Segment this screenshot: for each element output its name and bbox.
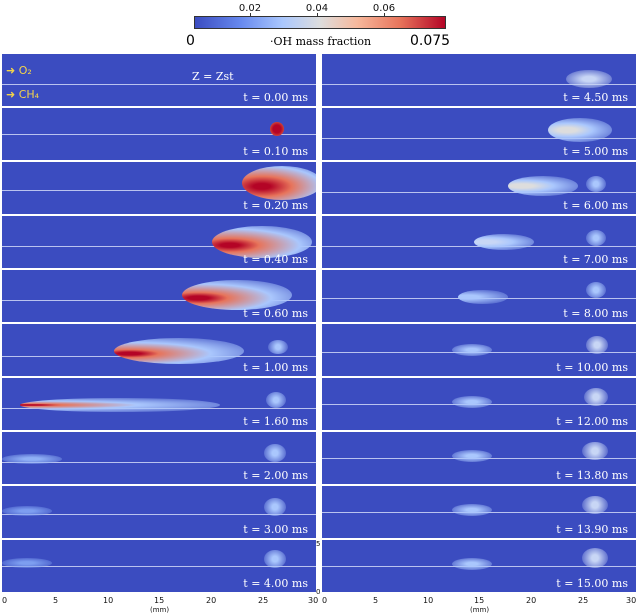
x-axis-unit: (mm) [150, 606, 170, 614]
y-tick-label: 0 [316, 588, 321, 596]
x-axis-unit: (mm) [470, 606, 490, 614]
x-tick-label: 20 [526, 596, 537, 605]
x-tick-label: 25 [258, 596, 269, 605]
x-tick-label: 15 [474, 596, 485, 605]
time-label: t = 13.80 ms [556, 469, 628, 482]
x-tick-label: 20 [206, 596, 217, 605]
simulation-panel: t = 13.80 ms [322, 432, 636, 484]
time-label: t = 0.10 ms [243, 145, 308, 158]
time-label: t = 0.00 ms [243, 91, 308, 104]
time-label: t = 2.00 ms [243, 469, 308, 482]
time-label: t = 0.40 ms [243, 253, 308, 266]
simulation-panel: t = 12.00 ms [322, 378, 636, 430]
simulation-panel: t = 4.00 ms [2, 540, 316, 592]
time-label: t = 6.00 ms [563, 199, 628, 212]
simulation-panel: t = 7.00 ms [322, 216, 636, 268]
time-label: t = 8.00 ms [563, 307, 628, 320]
colorbar-tick-label: 0.02 [238, 3, 262, 14]
simulation-panel: t = 0.60 ms [2, 270, 316, 322]
simulation-panel: t = 13.90 ms [322, 486, 636, 538]
time-label: t = 15.00 ms [556, 577, 628, 590]
time-label: t = 1.00 ms [243, 361, 308, 374]
stoichiometric-line-label: Z = Zst [192, 70, 234, 83]
simulation-panel: t = 3.00 ms [2, 486, 316, 538]
time-label: t = 0.20 ms [243, 199, 308, 212]
time-label: t = 3.00 ms [243, 523, 308, 536]
x-tick-label: 15 [154, 596, 165, 605]
time-label: t = 7.00 ms [563, 253, 628, 266]
time-label: t = 4.00 ms [243, 577, 308, 590]
simulation-panel: t = 4.50 ms [322, 54, 636, 106]
simulation-panel: t = 0.00 ms [2, 54, 316, 106]
simulation-panel: t = 5.00 ms [322, 108, 636, 160]
simulation-panel: t = 8.00 ms [322, 270, 636, 322]
colorbar-tickmark [250, 13, 251, 17]
x-tick-label: 30 [626, 596, 637, 605]
colorbar-min-label: 0 [186, 33, 195, 49]
colorbar-tickmark [384, 13, 385, 17]
colorbar-max-label: 0.075 [410, 33, 451, 49]
colorbar-title: ·OH mass fraction [270, 35, 372, 48]
simulation-panel: t = 6.00 ms [322, 162, 636, 214]
x-tick-label: 5 [373, 596, 379, 605]
colorbar-tickmark [317, 13, 318, 17]
x-tick-label: 10 [103, 596, 114, 605]
simulation-panel: t = 2.00 ms [2, 432, 316, 484]
simulation-panel: t = 10.00 ms [322, 324, 636, 376]
time-label: t = 5.00 ms [563, 145, 628, 158]
x-tick-label: 5 [53, 596, 59, 605]
simulation-panel: t = 1.60 ms [2, 378, 316, 430]
x-tick-label: 10 [423, 596, 434, 605]
simulation-panel: t = 0.20 ms [2, 162, 316, 214]
colorbar-tick-label: 0.06 [372, 3, 396, 14]
simulation-panel: t = 1.00 ms [2, 324, 316, 376]
time-label: t = 0.60 ms [243, 307, 308, 320]
simulation-panel: t = 0.10 ms [2, 108, 316, 160]
time-label: t = 12.00 ms [556, 415, 628, 428]
time-label: t = 1.60 ms [243, 415, 308, 428]
x-tick-label: 25 [578, 596, 589, 605]
x-tick-label: 30 [308, 596, 319, 605]
time-label: t = 4.50 ms [563, 91, 628, 104]
x-tick-label: 0 [2, 596, 8, 605]
colorbar-tick-label: 0.04 [305, 3, 329, 14]
simulation-panel: t = 15.00 ms [322, 540, 636, 592]
x-tick-label: 0 [322, 596, 328, 605]
colorbar-gradient [194, 16, 446, 29]
time-label: t = 10.00 ms [556, 361, 628, 374]
time-label: t = 13.90 ms [556, 523, 628, 536]
simulation-panel: t = 0.40 ms [2, 216, 316, 268]
ch4-inlet-label: ➜ CH₄ [6, 88, 40, 101]
y-tick-label: 5 [316, 540, 321, 548]
o2-inlet-label: ➜ O₂ [6, 64, 32, 77]
